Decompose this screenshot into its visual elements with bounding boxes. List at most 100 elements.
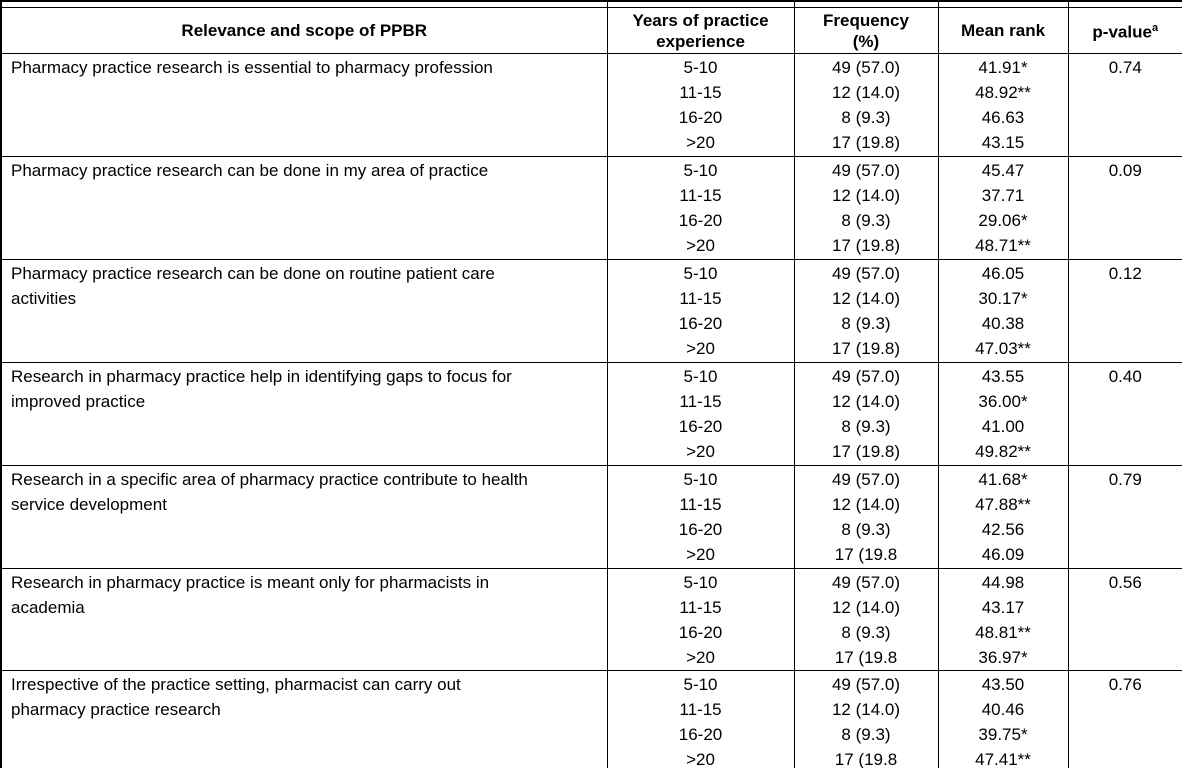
years-value: >20 <box>686 545 715 564</box>
years-cell: 5-10 11-15 16-20 >20 <box>606 53 795 157</box>
statement-line: Pharmacy practice research can be done i… <box>11 161 489 180</box>
frequency-value: 17 (19.8 <box>834 648 898 667</box>
frequency-value: 49 (57.0) <box>831 470 901 489</box>
years-value: 5-10 <box>683 161 718 180</box>
statement-cell: Pharmacy practice research is essential … <box>0 53 608 157</box>
years-value: >20 <box>686 750 715 768</box>
mean-rank-value: 43.17 <box>981 598 1025 617</box>
mean-rank-value: 40.38 <box>981 314 1025 333</box>
table-row: Research in pharmacy practice help in id… <box>0 362 1182 466</box>
frequency-value: 12 (14.0) <box>831 83 901 102</box>
frequency-value: 8 (9.3) <box>841 520 891 539</box>
frequency-value: 17 (19.8) <box>831 442 901 461</box>
table-row: Pharmacy practice research is essential … <box>0 53 1182 157</box>
mean-rank-value: 43.50 <box>981 675 1025 694</box>
mean-rank-cell: 44.98 43.17 48.81** 36.97* <box>937 568 1069 671</box>
p-value-header-label: p-value <box>1092 22 1152 42</box>
years-value: 5-10 <box>683 675 718 694</box>
frequency-cell: 49 (57.0) 12 (14.0) 8 (9.3) 17 (19.8 <box>793 465 939 569</box>
statement-line: Research in a specific area of pharmacy … <box>11 470 528 489</box>
statement-cell: Research in a specific area of pharmacy … <box>0 465 608 569</box>
years-cell: 5-10 11-15 16-20 >20 <box>606 156 795 260</box>
mean-rank-value: 45.47 <box>981 161 1025 180</box>
mean-rank-value: 47.41** <box>975 750 1031 768</box>
years-value: 11-15 <box>679 289 722 308</box>
frequency-value: 8 (9.3) <box>841 108 891 127</box>
years-value: >20 <box>686 339 715 358</box>
mean-rank-value: 48.71** <box>975 236 1031 255</box>
table-row: Pharmacy practice research can be done i… <box>0 156 1182 260</box>
statement-cell: Research in pharmacy practice is meant o… <box>0 568 608 671</box>
years-value: 16-20 <box>678 417 723 436</box>
p-value-cell: 0.12 <box>1067 259 1182 363</box>
frequency-value: 17 (19.8) <box>831 339 901 358</box>
statement-line: Irrespective of the practice setting, ph… <box>11 675 461 694</box>
years-value: >20 <box>686 648 715 667</box>
p-value-cell: 0.79 <box>1067 465 1182 569</box>
frequency-value: 8 (9.3) <box>841 417 891 436</box>
statement-cell: Pharmacy practice research can be done i… <box>0 156 608 260</box>
statement-line: service development <box>11 495 167 514</box>
p-value-cell: 0.76 <box>1067 670 1182 768</box>
years-value: 16-20 <box>678 520 723 539</box>
frequency-value: 12 (14.0) <box>831 186 901 205</box>
mean-rank-cell: 41.91* 48.92** 46.63 43.15 <box>937 53 1069 157</box>
statement-cell: Irrespective of the practice setting, ph… <box>0 670 608 768</box>
frequency-value: 8 (9.3) <box>841 314 891 333</box>
col-header-years: Years of practice experience <box>606 7 795 54</box>
years-value: 16-20 <box>678 623 723 642</box>
mean-rank-value: 30.17* <box>978 289 1028 308</box>
years-cell: 5-10 11-15 16-20 >20 <box>606 465 795 569</box>
p-value: 0.76 <box>1108 675 1142 694</box>
frequency-value: 49 (57.0) <box>831 58 901 77</box>
mean-rank-value: 42.56 <box>981 520 1025 539</box>
p-value: 0.56 <box>1108 573 1142 592</box>
frequency-cell: 49 (57.0) 12 (14.0) 8 (9.3) 17 (19.8) <box>793 259 939 363</box>
p-value: 0.09 <box>1108 161 1142 180</box>
mean-rank-value: 47.88** <box>975 495 1031 514</box>
years-value: >20 <box>686 133 715 152</box>
col-header-frequency-label: Frequency (%) <box>823 10 909 51</box>
p-value: 0.74 <box>1108 58 1142 77</box>
years-value: >20 <box>686 442 715 461</box>
frequency-cell: 49 (57.0) 12 (14.0) 8 (9.3) 17 (19.8 <box>793 568 939 671</box>
years-cell: 5-10 11-15 16-20 >20 <box>606 568 795 671</box>
statement-line: Pharmacy practice research is essential … <box>11 58 493 77</box>
years-value: 5-10 <box>683 573 718 592</box>
frequency-cell: 49 (57.0) 12 (14.0) 8 (9.3) 17 (19.8) <box>793 156 939 260</box>
years-value: 5-10 <box>683 264 718 283</box>
frequency-value: 17 (19.8 <box>834 545 898 564</box>
p-value: 0.12 <box>1108 264 1142 283</box>
statement-line: improved practice <box>11 392 146 411</box>
frequency-value: 49 (57.0) <box>831 367 901 386</box>
p-value: 0.79 <box>1108 470 1142 489</box>
frequency-value: 17 (19.8) <box>831 236 901 255</box>
mean-rank-value: 46.63 <box>981 108 1025 127</box>
mean-rank-value: 40.46 <box>981 700 1025 719</box>
years-value: 16-20 <box>678 108 723 127</box>
statement-line: Research in pharmacy practice help in id… <box>11 367 512 386</box>
frequency-value: 49 (57.0) <box>831 264 901 283</box>
mean-rank-value: 46.05 <box>981 264 1025 283</box>
table-row: Research in pharmacy practice is meant o… <box>0 568 1182 671</box>
years-value: 11-15 <box>679 495 722 514</box>
p-value-cell: 0.74 <box>1067 53 1182 157</box>
frequency-value: 49 (57.0) <box>831 161 901 180</box>
mean-rank-cell: 43.50 40.46 39.75* 47.41** <box>937 670 1069 768</box>
mean-rank-value: 46.09 <box>981 545 1025 564</box>
p-value-cell: 0.56 <box>1067 568 1182 671</box>
frequency-value: 12 (14.0) <box>831 392 901 411</box>
mean-rank-value: 49.82** <box>975 442 1031 461</box>
mean-rank-value: 44.98 <box>981 573 1025 592</box>
years-value: 11-15 <box>679 392 722 411</box>
frequency-value: 17 (19.8) <box>831 133 901 152</box>
mean-rank-value: 36.00* <box>978 392 1028 411</box>
mean-rank-value: 39.75* <box>978 725 1028 744</box>
frequency-value: 17 (19.8 <box>834 750 898 768</box>
p-value-footnote-marker: a <box>1151 22 1159 35</box>
mean-rank-cell: 41.68* 47.88** 42.56 46.09 <box>937 465 1069 569</box>
years-value: 11-15 <box>679 598 722 617</box>
statement-cell: Research in pharmacy practice help in id… <box>0 362 608 466</box>
frequency-value: 12 (14.0) <box>831 700 901 719</box>
statement-cell: Pharmacy practice research can be done o… <box>0 259 608 363</box>
